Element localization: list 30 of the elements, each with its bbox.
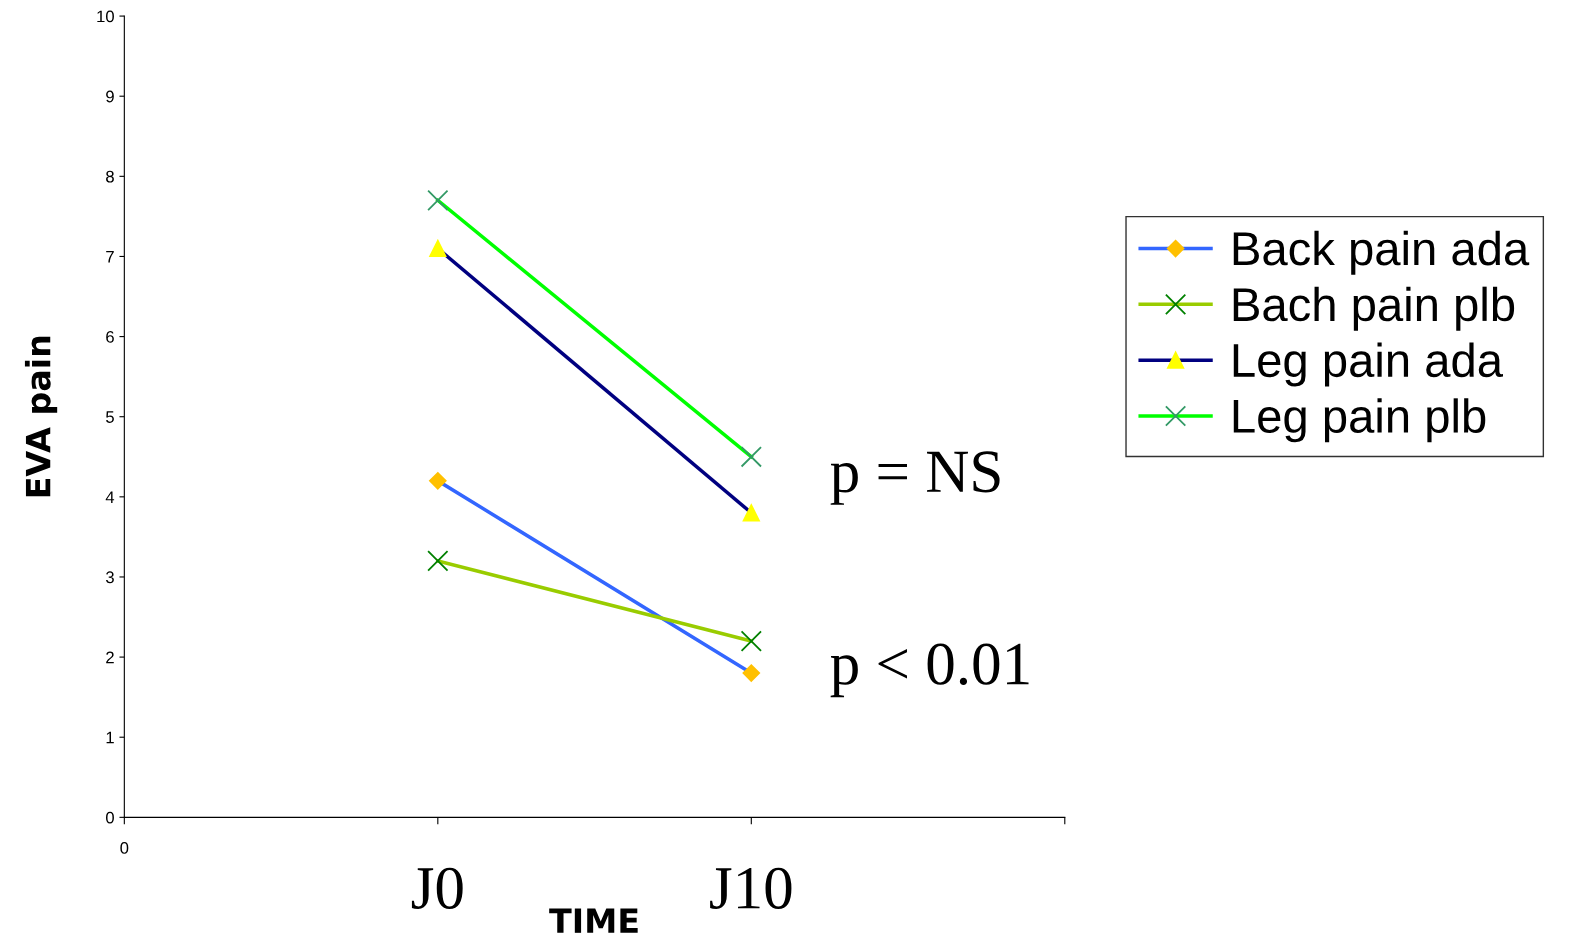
y-tick-label: 8 (106, 170, 114, 183)
x-tick-label: J0 (411, 867, 463, 909)
point (742, 504, 760, 522)
y-tick-label: 6 (106, 330, 114, 343)
y-tick-label: 4 (105, 491, 115, 503)
y-axis-title: EVA pain (24, 336, 58, 497)
point (740, 446, 762, 468)
y-tick-label: 1 (106, 731, 114, 744)
y-tick-label: 0 (105, 811, 114, 824)
legend-label: Leg pain ada (1233, 342, 1503, 387)
y-tick-label: 9 (106, 90, 114, 103)
legend-label: Leg pain plb (1233, 398, 1486, 443)
point (429, 239, 447, 257)
point (427, 189, 449, 211)
legend-label: Back pain ada (1233, 230, 1530, 275)
y-tick-label: 2 (106, 651, 114, 664)
point (429, 472, 447, 490)
y-tick-label: 3 (105, 571, 114, 584)
text: 0 (120, 842, 129, 854)
point (740, 630, 762, 652)
x-tick-label: J10 (710, 867, 792, 909)
point (742, 664, 761, 682)
y-tick-label: 10 (97, 10, 114, 23)
annotation: p = NS (830, 451, 1000, 505)
x-axis-title: TIME (549, 908, 638, 933)
y-tick-label: 7 (106, 251, 114, 263)
annotation: p < 0.01 (830, 643, 1029, 698)
legend-label: Bach pain plb (1233, 286, 1515, 331)
point (427, 550, 449, 572)
y-tick-label: 5 (106, 411, 114, 423)
